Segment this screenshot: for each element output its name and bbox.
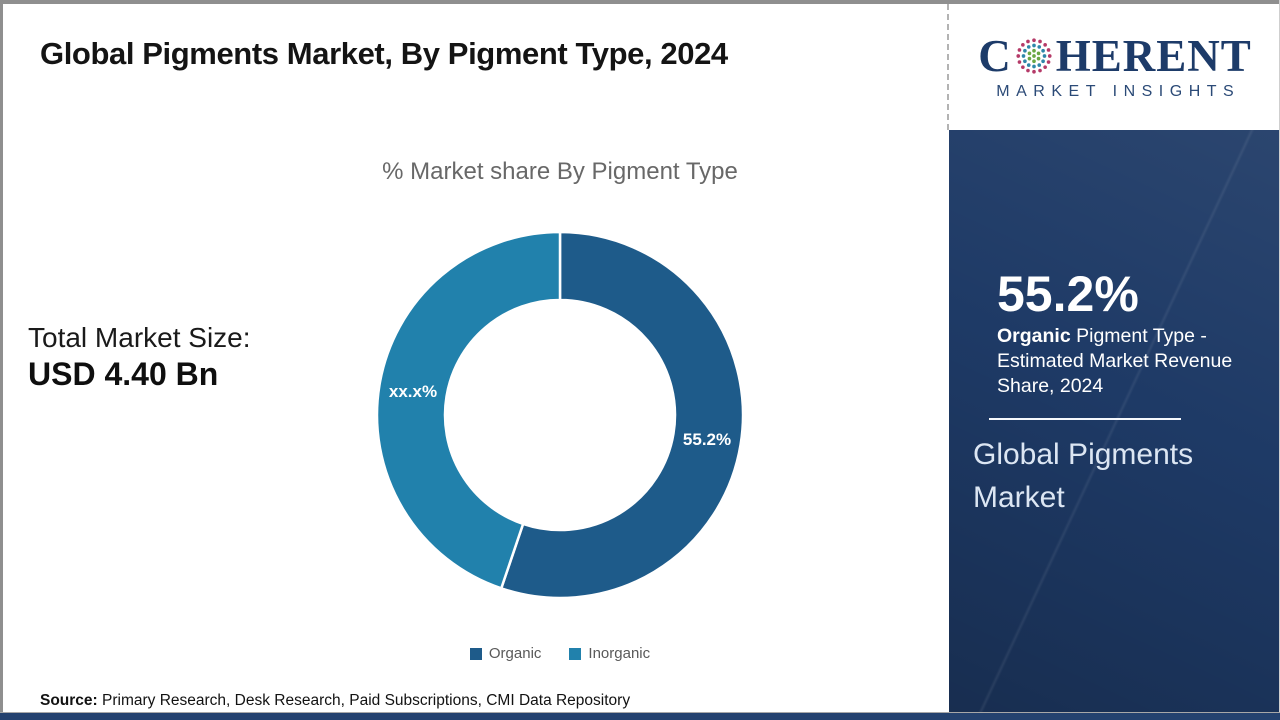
legend-label-inorganic: Inorganic <box>588 645 651 662</box>
sidebar-stat-value: 55.2% <box>997 266 1139 322</box>
header-divider <box>947 4 949 130</box>
legend-swatch-inorganic <box>569 647 582 660</box>
donut-segment-organic <box>500 230 745 600</box>
bottom-bar <box>0 712 1280 720</box>
total-market-size-value: USD 4.40 Bn <box>28 356 219 392</box>
sidebar-stat-label-rest: Pigment Type - Estimated Market Revenue … <box>997 325 1233 397</box>
brand-wordmark: C HERENT <box>978 30 1252 81</box>
source-label: Source: <box>40 692 98 709</box>
sidebar-stat-segment-name: Organic <box>997 325 1071 347</box>
legend-label-organic: Organic <box>488 645 542 662</box>
legend-swatch-organic <box>469 647 482 660</box>
source-text: Primary Research, Desk Research, Paid Su… <box>97 692 631 709</box>
chart-legend: Organic Inorganic <box>330 645 790 662</box>
frame-top-border <box>0 0 1280 4</box>
sidebar-panel: 55.2% Organic Pigment Type - Estimated M… <box>949 130 1280 720</box>
donut-chart: 55.2% xx.x% <box>370 225 750 605</box>
brand-letters-herent: HERENT <box>1055 30 1252 81</box>
brand-logo: C HERENT MARKET INSIGHTS <box>950 4 1280 130</box>
brand-letter-c: C <box>978 30 1012 81</box>
page-title: Global Pigments Market, By Pigment Type,… <box>40 36 728 71</box>
sidebar-stat-description: Organic Pigment Type - Estimated Market … <box>997 324 1249 398</box>
chart-title: % Market share By Pigment Type <box>382 158 738 185</box>
sidebar-market-name: Global Pigments Market <box>973 438 1194 515</box>
source-line: Source: Primary Research, Desk Research,… <box>40 692 630 710</box>
sidebar-divider <box>989 418 1181 420</box>
donut-segment-inorganic <box>375 230 562 590</box>
frame-left-border <box>0 0 3 720</box>
coherent-globe-icon <box>1016 38 1052 74</box>
legend-item-organic: Organic <box>469 645 542 662</box>
brand-subtitle: MARKET INSIGHTS <box>996 82 1241 100</box>
slice-label-organic: 55.2% <box>683 430 731 449</box>
donut-chart-svg: 55.2% xx.x% <box>375 230 745 600</box>
total-market-size-label: Total Market Size: <box>28 322 251 353</box>
slice-label-inorganic: xx.x% <box>389 382 437 401</box>
legend-item-inorganic: Inorganic <box>569 645 650 662</box>
